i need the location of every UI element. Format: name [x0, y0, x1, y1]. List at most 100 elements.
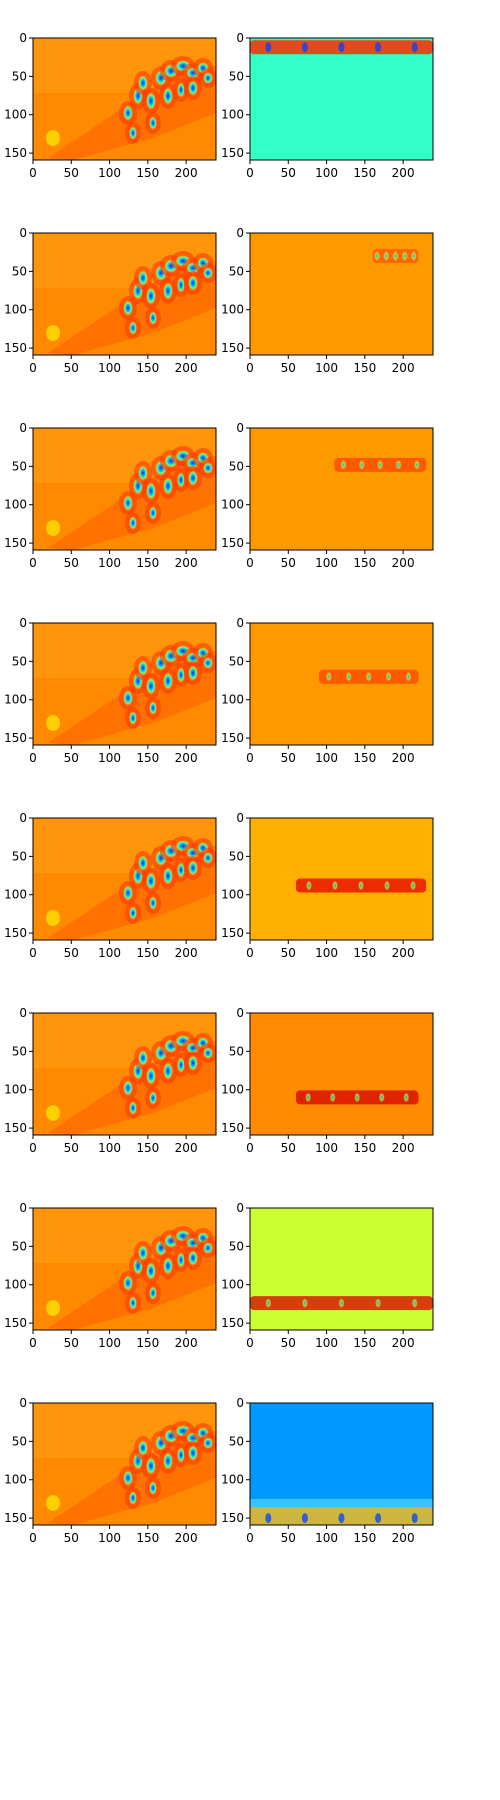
x-tick-label: 200	[175, 946, 198, 960]
y-tick-label: 150	[221, 536, 244, 550]
panel-r6-c1: 0 50 100 150 200 0 50 100 150	[4, 1006, 217, 1155]
heatmap-background	[250, 38, 433, 160]
heatmap-image	[33, 233, 216, 355]
heatmap-blob	[188, 1445, 198, 1461]
heatmap-blob	[138, 75, 148, 91]
heatmap-spot	[365, 671, 372, 682]
heatmap-spot	[405, 671, 412, 682]
x-tick-label: 0	[29, 946, 37, 960]
heatmap-blob	[163, 672, 173, 690]
heatmap-spot	[411, 1298, 418, 1309]
y-tick-label: 100	[221, 303, 244, 317]
heatmap-spot	[265, 1513, 272, 1524]
axes-frame	[249, 1207, 434, 1331]
heatmap-blob	[203, 72, 213, 84]
heatmap-image	[250, 38, 433, 160]
heatmap-blob	[188, 1055, 198, 1071]
heatmap-background	[250, 428, 433, 550]
heatmap-spot	[377, 459, 384, 470]
heatmap-blob	[149, 311, 157, 325]
y-tick-label: 0	[19, 31, 27, 45]
y-tick-label: 50	[12, 849, 27, 863]
x-tick-label: 200	[392, 1336, 415, 1350]
heatmap-blob	[46, 1105, 60, 1121]
y-tick-label: 50	[229, 1434, 244, 1448]
heatmap-image	[33, 1013, 216, 1135]
heatmap-blob	[138, 855, 148, 871]
panel-r5-c1: 0 50 100 150 200 0 50 100 150	[4, 811, 217, 960]
x-tick-label: 150	[136, 1531, 159, 1545]
x-tick-label: 100	[315, 946, 338, 960]
y-tick-label: 50	[12, 1239, 27, 1253]
x-tick-label: 100	[98, 946, 121, 960]
heatmap-spot	[413, 459, 420, 470]
axes-frame	[249, 232, 434, 356]
y-tick-label: 100	[221, 1473, 244, 1487]
y-tick-label: 100	[221, 1278, 244, 1292]
x-tick-label: 150	[136, 361, 159, 375]
heatmap-blob	[149, 116, 157, 130]
heatmap-spot	[265, 42, 272, 53]
heatmap-image	[250, 1013, 433, 1135]
y-tick-label: 0	[19, 616, 27, 630]
y-tick-label: 100	[4, 1278, 27, 1292]
heatmap-blob	[177, 1057, 185, 1073]
y-tick-label: 150	[221, 1316, 244, 1330]
heatmap-blob	[129, 516, 137, 530]
heatmap-blob	[203, 267, 213, 279]
heatmap-blob	[188, 860, 198, 876]
heatmap-blob	[46, 1300, 60, 1316]
heatmap-blob	[129, 1491, 137, 1505]
heatmap-blob	[149, 701, 157, 715]
heatmap-blob	[203, 1242, 213, 1254]
x-tick-label: 150	[353, 946, 376, 960]
heatmap-blob	[188, 665, 198, 681]
heatmap-spot	[305, 1092, 312, 1103]
y-tick-label: 0	[19, 226, 27, 240]
x-tick-label: 0	[29, 1336, 37, 1350]
panel-r3-c2: 0 50 100 150 200 0 50 100 150	[221, 421, 434, 570]
panel-r7-c1: 0 50 100 150 200 0 50 100 150	[4, 1201, 217, 1350]
y-tick-label: 100	[4, 1083, 27, 1097]
x-tick-label: 200	[175, 166, 198, 180]
heatmap-blob	[46, 715, 60, 731]
x-tick-label: 50	[281, 166, 296, 180]
axes-frame	[32, 37, 217, 161]
heatmap-image	[33, 1403, 216, 1525]
x-tick-label: 0	[246, 1531, 254, 1545]
x-tick-label: 200	[392, 361, 415, 375]
heatmap-spot	[265, 1298, 272, 1309]
heatmap-blob	[203, 1047, 213, 1059]
y-tick-label: 0	[236, 31, 244, 45]
heatmap-blob	[129, 906, 137, 920]
x-tick-label: 0	[246, 556, 254, 570]
heatmap-spot	[358, 459, 365, 470]
heatmap-blob	[177, 277, 185, 293]
heatmap-blob	[129, 126, 137, 140]
heatmap-blob	[149, 1286, 157, 1300]
x-tick-label: 200	[392, 946, 415, 960]
heatmap-spot	[374, 251, 381, 262]
x-tick-label: 150	[136, 166, 159, 180]
heatmap-blob	[129, 1101, 137, 1115]
y-tick-label: 150	[221, 1121, 244, 1135]
x-tick-label: 150	[136, 1336, 159, 1350]
heatmap-image	[33, 818, 216, 940]
x-tick-label: 100	[315, 361, 338, 375]
heatmap-blob	[177, 862, 185, 878]
heatmap-blob	[129, 711, 137, 725]
heatmap-image	[33, 623, 216, 745]
y-tick-label: 0	[19, 1201, 27, 1215]
heatmap-image	[250, 233, 433, 355]
x-tick-label: 50	[64, 1336, 79, 1350]
x-tick-label: 50	[281, 1336, 296, 1350]
x-tick-label: 200	[175, 1336, 198, 1350]
heatmap-image	[33, 38, 216, 160]
heatmap-blob	[146, 482, 156, 500]
x-tick-label: 100	[98, 166, 121, 180]
panel-r4-c1: 0 50 100 150 200 0 50 100 150	[4, 616, 217, 765]
heatmap-blob	[138, 1050, 148, 1066]
x-tick-label: 50	[64, 166, 79, 180]
y-tick-label: 150	[221, 341, 244, 355]
heatmap-blob	[203, 462, 213, 474]
